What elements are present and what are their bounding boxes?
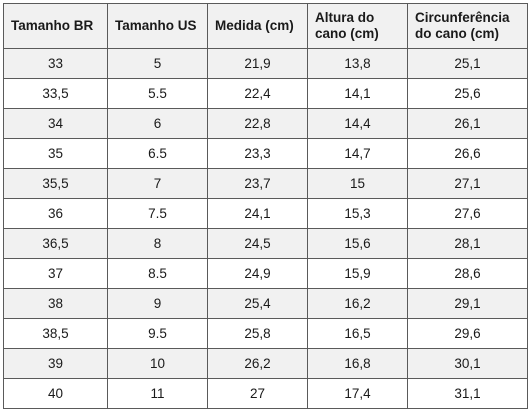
table-cell: 27,6 [407,198,528,229]
table-cell: 27,1 [407,168,528,199]
table-cell: 31,1 [407,378,528,409]
header-cell: Medida (cm) [207,3,308,49]
table-row: 38,5 9.5 25,8 16,5 29,6 [3,318,528,349]
table-cell: 8 [107,228,208,259]
table-cell: 6 [107,108,208,139]
table-cell: 15,9 [307,258,408,289]
table-cell: 15 [307,168,408,199]
table-cell: 7.5 [107,198,208,229]
table-row: 37 8.5 24,9 15,9 28,6 [3,258,528,289]
table-cell: 34 [3,108,108,139]
table-cell: 14,1 [307,78,408,109]
header-cell: Tamanho US [107,3,208,49]
table-cell: 35,5 [3,168,108,199]
table-header: Tamanho BR Tamanho US Medida (cm) Altura do… [3,3,528,49]
table-cell: 24,1 [207,198,308,229]
table-cell: 25,8 [207,318,308,349]
table-cell: 26,2 [207,348,308,379]
table-row: 36,5 8 24,5 15,6 28,1 [3,228,528,259]
table-cell: 5.5 [107,78,208,109]
table-row: 33,5 5.5 22,4 14,1 25,6 [3,78,528,109]
table-cell: 6.5 [107,138,208,169]
table-cell: 26,6 [407,138,528,169]
size-table: Tamanho BR Tamanho US Medida (cm) Altura do… [3,3,528,409]
table-cell: 22,8 [207,108,308,139]
table-cell: 25,6 [407,78,528,109]
table-cell: 17,4 [307,378,408,409]
table-cell: 33,5 [3,78,108,109]
table-cell: 10 [107,348,208,379]
table-cell: 38,5 [3,318,108,349]
table-cell: 28,6 [407,258,528,289]
table-row: 33 5 21,9 13,8 25,1 [3,48,528,79]
table-cell: 30,1 [407,348,528,379]
table-row: 35 6.5 23,3 14,7 26,6 [3,138,528,169]
table-cell: 36,5 [3,228,108,259]
header-row: Tamanho BR Tamanho US Medida (cm) Altura do… [3,3,528,49]
table-cell: 16,8 [307,348,408,379]
table-cell: 13,8 [307,48,408,79]
table-cell: 8.5 [107,258,208,289]
table-cell: 5 [107,48,208,79]
table-cell: 27 [207,378,308,409]
table-cell: 37 [3,258,108,289]
table-cell: 25,4 [207,288,308,319]
table-row: 40 11 27 17,4 31,1 [3,378,528,409]
header-cell: Altura do cano (cm) [307,3,408,49]
table-row: 38 9 25,4 16,2 29,1 [3,288,528,319]
table-cell: 35 [3,138,108,169]
table-cell: 23,7 [207,168,308,199]
table-cell: 29,1 [407,288,528,319]
table-cell: 24,9 [207,258,308,289]
table-cell: 14,7 [307,138,408,169]
table-row: 34 6 22,8 14,4 26,1 [3,108,528,139]
table-cell: 28,1 [407,228,528,259]
table-cell: 21,9 [207,48,308,79]
table-cell: 14,4 [307,108,408,139]
table-cell: 38 [3,288,108,319]
table-cell: 7 [107,168,208,199]
table-row: 35,5 7 23,7 15 27,1 [3,168,528,199]
table-cell: 33 [3,48,108,79]
table-cell: 29,6 [407,318,528,349]
table-cell: 22,4 [207,78,308,109]
table-cell: 25,1 [407,48,528,79]
table-cell: 24,5 [207,228,308,259]
table-row: 36 7.5 24,1 15,3 27,6 [3,198,528,229]
table-cell: 16,2 [307,288,408,319]
table-row: 39 10 26,2 16,8 30,1 [3,348,528,379]
table-cell: 16,5 [307,318,408,349]
table-cell: 11 [107,378,208,409]
table-cell: 40 [3,378,108,409]
table-cell: 23,3 [207,138,308,169]
table-cell: 36 [3,198,108,229]
header-cell: Tamanho BR [3,3,108,49]
table-cell: 15,6 [307,228,408,259]
table-cell: 9 [107,288,208,319]
table-cell: 26,1 [407,108,528,139]
header-cell: Circunferência do cano (cm) [407,3,528,49]
table-cell: 9.5 [107,318,208,349]
table-body: 33 5 21,9 13,8 25,1 33,5 5.5 22,4 14,1 25,6 34 6 22,… [3,48,528,409]
table-cell: 39 [3,348,108,379]
table-cell: 15,3 [307,198,408,229]
